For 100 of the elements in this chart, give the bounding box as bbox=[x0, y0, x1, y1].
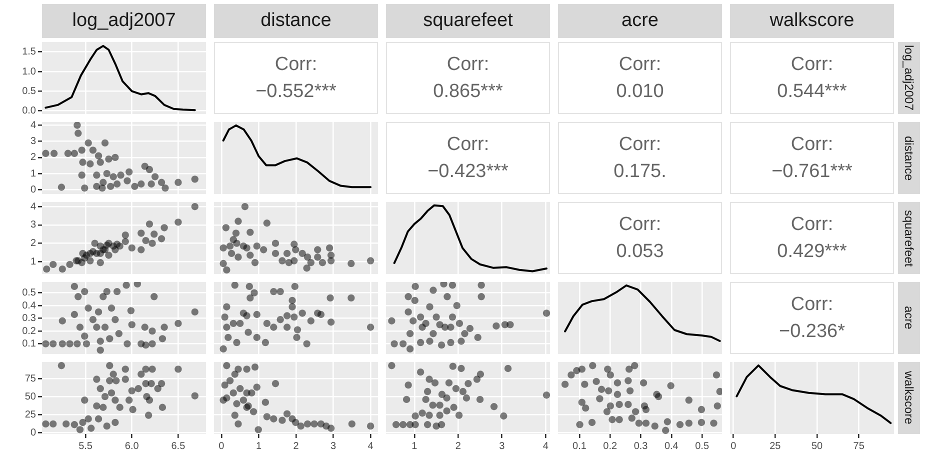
point bbox=[129, 406, 136, 414]
x-tick-label: 0 bbox=[730, 440, 737, 452]
point bbox=[603, 408, 611, 416]
point bbox=[270, 415, 278, 422]
point bbox=[388, 362, 396, 370]
text: −0.236* bbox=[778, 320, 846, 344]
point bbox=[714, 402, 721, 410]
point bbox=[103, 422, 110, 430]
point bbox=[416, 368, 424, 376]
x-tick-label: 6.5 bbox=[171, 440, 186, 452]
point bbox=[78, 172, 86, 179]
point bbox=[144, 412, 152, 419]
y-tick-label: 0.2 bbox=[22, 326, 36, 337]
point bbox=[436, 402, 444, 409]
y-tick-label: 0.5 bbox=[22, 288, 36, 299]
text: squarefeet bbox=[386, 4, 550, 38]
point bbox=[223, 324, 230, 331]
point bbox=[81, 332, 88, 340]
point bbox=[100, 293, 107, 300]
point bbox=[223, 362, 230, 370]
point bbox=[251, 363, 259, 371]
point bbox=[50, 340, 57, 348]
point bbox=[404, 308, 412, 316]
point bbox=[158, 335, 166, 342]
point bbox=[158, 235, 166, 242]
text: Corr: bbox=[790, 213, 834, 237]
text: Corr: bbox=[274, 53, 318, 77]
point bbox=[122, 366, 129, 373]
point bbox=[424, 388, 432, 396]
point bbox=[124, 177, 131, 184]
point bbox=[112, 316, 119, 324]
point bbox=[459, 388, 467, 396]
point bbox=[412, 421, 419, 428]
point bbox=[148, 327, 156, 335]
point bbox=[406, 330, 414, 338]
point bbox=[285, 259, 293, 266]
point bbox=[443, 394, 450, 402]
point bbox=[93, 376, 100, 383]
text: −0.423*** bbox=[428, 160, 508, 184]
point bbox=[640, 379, 648, 386]
point bbox=[272, 250, 280, 258]
point bbox=[122, 376, 129, 383]
text: Corr: bbox=[618, 213, 662, 237]
point bbox=[220, 396, 227, 404]
point bbox=[86, 257, 94, 264]
point bbox=[101, 324, 109, 331]
point bbox=[98, 184, 106, 192]
point bbox=[122, 231, 129, 239]
point bbox=[223, 266, 230, 274]
point bbox=[148, 340, 156, 348]
point bbox=[676, 421, 684, 428]
point bbox=[146, 220, 154, 228]
point bbox=[504, 364, 512, 372]
point bbox=[616, 400, 623, 408]
point bbox=[589, 362, 596, 370]
x-tick-label: 3 bbox=[499, 440, 506, 452]
point bbox=[366, 257, 374, 264]
point bbox=[411, 296, 418, 304]
y-tick-label: 75 bbox=[24, 373, 36, 384]
point bbox=[131, 182, 138, 190]
point bbox=[224, 334, 232, 342]
point bbox=[117, 172, 124, 179]
point bbox=[685, 396, 692, 404]
point bbox=[270, 324, 278, 331]
point bbox=[448, 313, 456, 321]
point bbox=[84, 415, 92, 422]
x-tick-label: 75 bbox=[853, 440, 865, 452]
point bbox=[251, 259, 259, 266]
point bbox=[303, 264, 310, 272]
point bbox=[263, 320, 271, 328]
point bbox=[158, 380, 166, 388]
point bbox=[125, 168, 133, 176]
point bbox=[234, 420, 242, 428]
point bbox=[447, 338, 454, 346]
point bbox=[578, 398, 586, 406]
x-tick-label: 1 bbox=[256, 440, 262, 452]
point bbox=[64, 150, 72, 158]
y-tick-label: 0.5 bbox=[22, 86, 36, 97]
point bbox=[106, 335, 114, 342]
point bbox=[456, 320, 464, 328]
point bbox=[100, 404, 107, 411]
point bbox=[473, 376, 481, 383]
point bbox=[426, 338, 434, 345]
text: Corr: bbox=[790, 53, 834, 77]
point bbox=[74, 122, 81, 129]
point bbox=[142, 341, 150, 349]
point bbox=[436, 321, 444, 328]
point bbox=[105, 252, 112, 259]
point bbox=[42, 150, 50, 158]
point bbox=[432, 313, 440, 321]
point bbox=[461, 330, 468, 338]
point bbox=[388, 317, 396, 324]
point bbox=[455, 412, 463, 419]
point bbox=[141, 324, 148, 331]
point bbox=[561, 380, 569, 388]
point bbox=[635, 420, 643, 427]
point bbox=[253, 242, 260, 250]
x-tick-label: 4 bbox=[368, 440, 374, 452]
point bbox=[327, 318, 335, 326]
point bbox=[450, 404, 458, 411]
